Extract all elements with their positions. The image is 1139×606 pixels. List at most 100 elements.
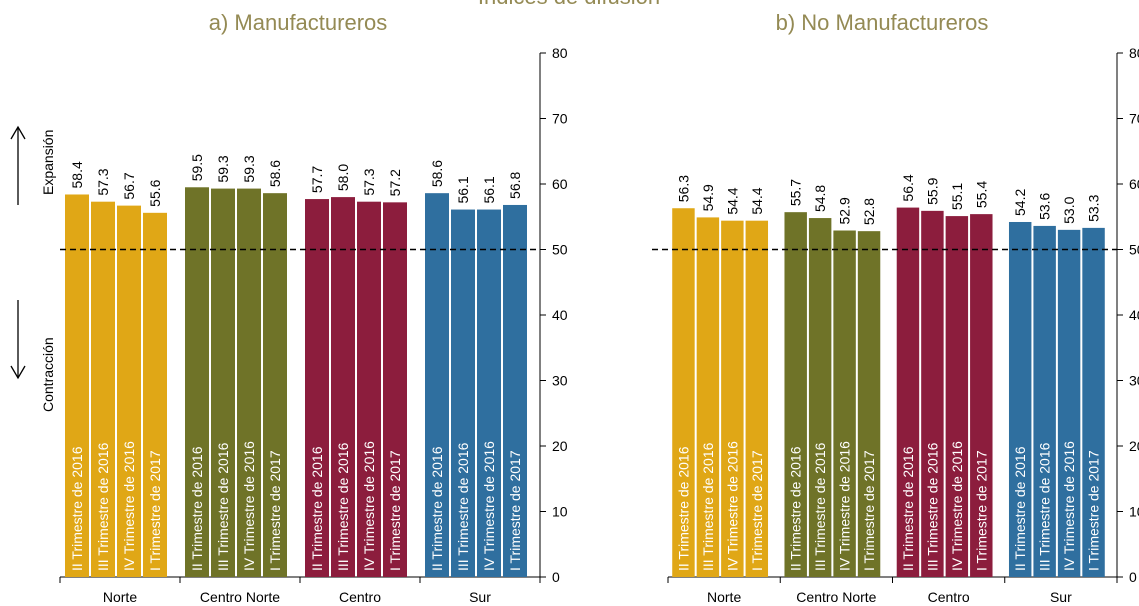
bar	[1008, 221, 1032, 578]
value-label: 54.2	[1012, 189, 1028, 216]
series-label: III Trimestre de 2016	[1037, 442, 1053, 571]
y-tick-label: 70	[1129, 111, 1139, 127]
value-label: 56.1	[481, 176, 497, 203]
x-tick-label: Centro	[339, 589, 381, 605]
bar	[143, 212, 167, 577]
bar	[65, 194, 89, 578]
page-title: Índices de difusión	[478, 0, 660, 9]
y-tick-label: 50	[1129, 242, 1139, 258]
series-label: I Trimestre de 2017	[267, 450, 283, 571]
series-label: IV Trimestre de 2016	[949, 441, 965, 571]
x-tick-label: Centro Norte	[796, 589, 876, 605]
series-label: IV Trimestre de 2016	[724, 441, 740, 571]
value-label: 52.8	[861, 198, 877, 225]
value-label: 54.8	[812, 185, 828, 212]
series-label: II Trimestre de 2016	[309, 446, 325, 571]
annotation: Expansión	[40, 130, 56, 195]
y-tick-label: 10	[552, 504, 568, 520]
bar	[117, 205, 141, 578]
y-tick-label: 60	[1129, 176, 1139, 192]
y-tick-label: 30	[1129, 373, 1139, 389]
y-tick-label: 20	[552, 438, 568, 454]
value-label: 55.6	[147, 179, 163, 206]
bar	[970, 214, 993, 577]
y-tick-label: 0	[552, 569, 560, 585]
x-tick-label: Centro	[928, 589, 970, 605]
bar	[331, 197, 355, 577]
value-label: 55.1	[949, 183, 965, 210]
series-label: II Trimestre de 2016	[429, 446, 445, 571]
arrows	[10, 125, 26, 380]
y-tick-label: 50	[552, 242, 568, 258]
bar	[383, 202, 407, 577]
value-label: 53.3	[1086, 194, 1102, 221]
series-label: I Trimestre de 2017	[861, 450, 877, 571]
annotation: Contracción	[40, 337, 56, 412]
bar	[745, 220, 769, 577]
bar	[784, 212, 807, 578]
bar	[263, 193, 287, 578]
value-label: 59.5	[189, 154, 205, 181]
bar	[503, 204, 527, 577]
value-label: 53.0	[1061, 196, 1077, 223]
x-tick-label: Centro Norte	[200, 589, 280, 605]
series-label: I Trimestre de 2017	[973, 450, 989, 571]
value-label: 54.4	[724, 187, 740, 214]
series-label: III Trimestre de 2016	[455, 442, 471, 571]
series-label: IV Trimestre de 2016	[837, 441, 853, 571]
value-label: 52.9	[837, 197, 853, 224]
value-label: 58.0	[335, 164, 351, 191]
value-label: 58.4	[69, 161, 85, 188]
series-label: III Trimestre de 2016	[700, 442, 716, 571]
value-label: 58.6	[267, 160, 283, 187]
value-label: 55.4	[973, 181, 989, 208]
series-label: III Trimestre de 2016	[95, 442, 111, 571]
bar	[91, 201, 115, 577]
bar	[857, 231, 881, 577]
value-label: 57.3	[361, 168, 377, 195]
x-tick-label: Sur	[1050, 589, 1072, 605]
series-label: II Trimestre de 2016	[788, 446, 804, 571]
bar	[696, 217, 720, 577]
value-label: 55.7	[788, 179, 804, 206]
y-tick-label: 0	[1129, 569, 1137, 585]
value-label: 53.6	[1037, 192, 1053, 219]
series-label: I Trimestre de 2017	[749, 450, 765, 571]
value-label: 54.9	[700, 184, 716, 211]
y-tick-label: 30	[552, 373, 568, 389]
series-label: IV Trimestre de 2016	[361, 441, 377, 571]
value-label: 59.3	[241, 155, 257, 182]
value-label: 57.7	[309, 166, 325, 193]
x-tick-label: Norte	[707, 589, 741, 605]
series-label: IV Trimestre de 2016	[481, 441, 497, 571]
series-label: II Trimestre de 2016	[900, 446, 916, 571]
bar	[305, 199, 329, 577]
bar	[1082, 227, 1105, 577]
bar	[357, 201, 381, 577]
bar	[721, 220, 744, 577]
y-tick-label: 60	[552, 176, 568, 192]
y-tick-label: 40	[552, 307, 568, 323]
x-tick-label: Norte	[103, 589, 137, 605]
y-tick-label: 80	[552, 45, 568, 61]
y-tick-label: 40	[1129, 307, 1139, 323]
value-label: 55.9	[924, 177, 940, 204]
value-label: 54.4	[749, 187, 765, 214]
series-label: IV Trimestre de 2016	[241, 441, 257, 571]
bar	[1033, 225, 1056, 578]
bar	[896, 207, 920, 577]
y-tick-label: 10	[1129, 504, 1139, 520]
series-label: IV Trimestre de 2016	[121, 441, 137, 571]
x-tick-label: Sur	[469, 589, 491, 605]
bar	[833, 230, 856, 577]
value-label: 57.2	[387, 169, 403, 196]
value-label: 56.8	[507, 171, 523, 198]
bar	[477, 209, 501, 578]
series-label: I Trimestre de 2017	[147, 450, 163, 571]
value-label: 56.7	[121, 172, 137, 199]
bar	[921, 210, 944, 578]
y-tick-label: 20	[1129, 438, 1139, 454]
value-label: 58.6	[429, 160, 445, 187]
